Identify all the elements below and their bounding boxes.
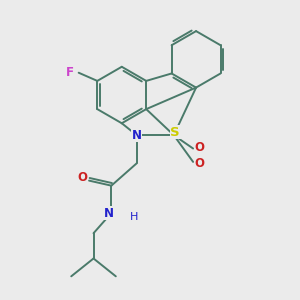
Text: O: O — [195, 140, 205, 154]
Text: O: O — [195, 157, 205, 170]
Text: O: O — [77, 171, 88, 184]
Text: N: N — [132, 129, 142, 142]
Text: S: S — [170, 126, 180, 139]
Text: H: H — [130, 212, 138, 222]
Text: N: N — [104, 206, 114, 220]
Text: F: F — [66, 66, 74, 79]
